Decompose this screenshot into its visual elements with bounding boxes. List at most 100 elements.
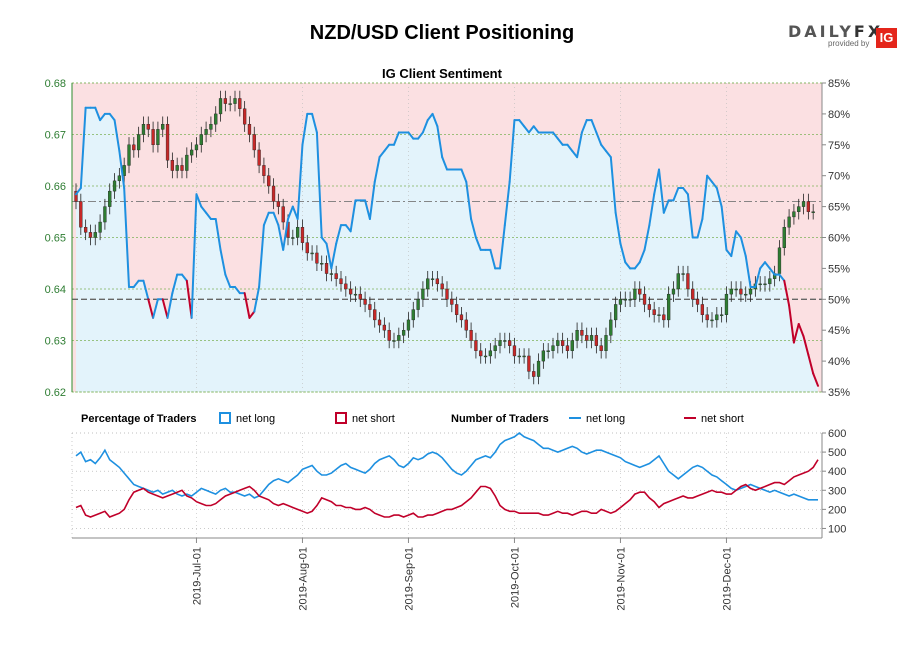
price-candle (175, 165, 179, 171)
price-candle (797, 206, 801, 212)
net-long-percent-segment (783, 279, 791, 307)
price-candle (459, 314, 464, 321)
net-long-percent-segment (441, 156, 448, 171)
price-candle (151, 129, 155, 146)
trader-count-lines (75, 431, 819, 518)
price-candle (233, 98, 237, 104)
net-long-percent-segment (686, 193, 694, 239)
net-long-percent-segment (802, 335, 810, 356)
dailyfx-logo: DAILYFX provided by IG (788, 22, 900, 52)
ig-logo-icon: IG (876, 28, 897, 48)
price-candle (469, 330, 473, 341)
price-candle (464, 319, 468, 331)
net-long-percent-segment (711, 180, 718, 190)
price-candle (228, 103, 232, 105)
price-candle (132, 144, 136, 151)
net-long-percent-segment (94, 106, 102, 122)
net-long-percent-segment (744, 255, 752, 288)
net-long-percent-segment (566, 143, 574, 152)
price-candle (373, 309, 377, 321)
net-long-percent-segment (234, 285, 241, 295)
price-candle (295, 226, 300, 238)
price-candle (170, 160, 175, 171)
price-candle (686, 273, 690, 290)
price-candle (185, 154, 189, 171)
price-candle (479, 350, 483, 357)
price-candle (426, 278, 430, 290)
price-candle (421, 288, 425, 300)
price-candle (214, 113, 218, 125)
date-tick-label: 2019-Oct-01 (509, 547, 521, 608)
net-long-percent-segment (113, 119, 121, 152)
price-candle (532, 371, 536, 377)
price-candle (161, 123, 165, 130)
price-candle (103, 206, 107, 223)
price-candle (705, 314, 709, 321)
net-long-percent-segment (768, 267, 776, 276)
price-candle (358, 293, 362, 300)
price-candle (112, 180, 117, 192)
price-candle (411, 309, 415, 321)
net-long-percent-segment (638, 248, 646, 264)
price-candle (194, 144, 199, 151)
count-tick-label: 500 (828, 447, 846, 459)
price-candle (618, 299, 623, 305)
price-candle (556, 340, 560, 346)
price-candle (204, 129, 208, 135)
net-long-percent-segment (735, 230, 742, 239)
price-candle (83, 226, 88, 233)
net-long-percent-segment (123, 187, 130, 288)
net-long-percent-segment (296, 143, 304, 220)
count-plot-grid (71, 432, 822, 538)
percent-tick-label: 70% (828, 171, 850, 183)
price-candle (512, 345, 517, 357)
net-long-percent-segment (282, 217, 289, 251)
net-long-percent-segment (421, 119, 429, 134)
date-tick-label: 2019-Nov-01 (615, 547, 627, 611)
price-candle (320, 263, 324, 265)
net-long-percent-segment (508, 119, 516, 183)
percent-tick-label: 50% (828, 294, 850, 306)
net-long-percent-segment (576, 131, 583, 159)
price-candle (339, 278, 343, 285)
price-candle (416, 299, 420, 310)
net-long-percent-line (75, 106, 819, 387)
net-long-percent-segment (320, 236, 328, 245)
net-long-percent-segment (152, 298, 159, 319)
date-tick-label: 2019-Aug-01 (297, 547, 309, 611)
net-long-percent-segment (417, 131, 424, 140)
price-candle (613, 304, 618, 321)
price-candle (348, 288, 353, 295)
net-long-percent-segment (426, 112, 434, 122)
net-long-percent-segment (754, 267, 762, 288)
price-candle (156, 129, 160, 146)
price-candle (199, 134, 203, 146)
legend-pct-long-label: net long (236, 413, 275, 425)
count-tick-label: 600 (828, 428, 846, 440)
price-candle (223, 98, 228, 104)
percent-tick-label: 45% (828, 325, 850, 337)
price-tick-label: 0.67 (45, 130, 66, 142)
price-candle (527, 355, 531, 372)
net-long-percent-segment (147, 298, 155, 319)
price-candle (300, 226, 305, 243)
net-long-percent-segment (181, 273, 188, 282)
price-candle (238, 98, 242, 109)
price-candle (507, 340, 512, 346)
price-candle (363, 299, 367, 305)
price-candle (79, 201, 83, 228)
date-axis: 2019-Jul-01 2019-Aug-01 2019-Sep-01 2019-Oc… (191, 538, 733, 611)
net-long-percent-segment (556, 137, 564, 146)
net-long-percent-segment (600, 143, 607, 152)
price-candle (681, 273, 685, 275)
price-candle (493, 345, 497, 351)
price-candle (247, 123, 252, 135)
net-long-percent-segment (195, 193, 203, 208)
net-long-percent-segment (407, 131, 415, 140)
net-long-percent-segment (739, 236, 747, 258)
price-tick-label: 0.64 (45, 284, 66, 296)
price-candle (585, 335, 589, 341)
net-long-percent-segment (797, 323, 805, 338)
price-candle (691, 288, 695, 300)
